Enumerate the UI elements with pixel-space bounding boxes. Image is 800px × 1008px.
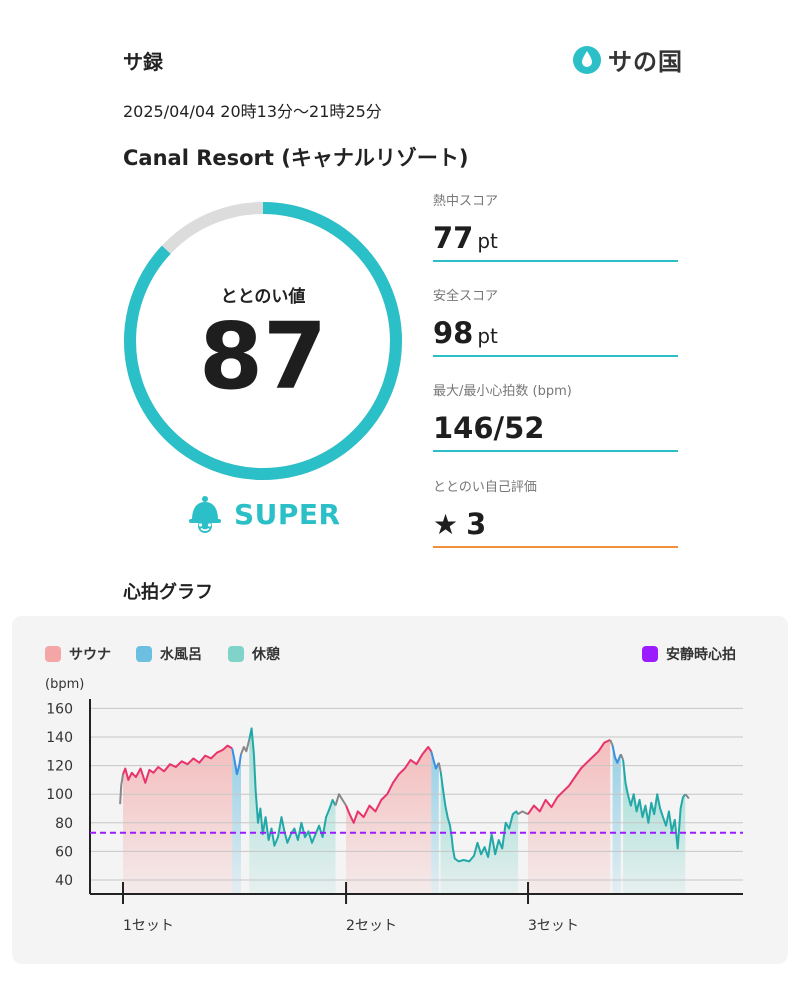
divider bbox=[433, 355, 678, 357]
hr-line-transition bbox=[619, 753, 625, 761]
hr-line-transition bbox=[437, 762, 442, 772]
phase-band-rest bbox=[249, 728, 336, 894]
hr-line-water bbox=[611, 745, 622, 764]
graph-title: 心拍グラフ bbox=[123, 582, 213, 603]
y-tick-label: 160 bbox=[46, 701, 73, 717]
water-drop-icon bbox=[573, 45, 601, 74]
rank-label: SUPER bbox=[234, 497, 341, 531]
heart-rate-chart: 40 60 80 100 120 140 160 (bpm) 1セット 2セット 3セット bbox=[45, 677, 743, 934]
hr-line-rest bbox=[622, 759, 687, 850]
y-tick-label: 120 bbox=[46, 759, 73, 775]
y-axis-label: (bpm) bbox=[45, 677, 84, 692]
brand-logo: サの国 bbox=[572, 42, 683, 77]
stat-value: ★ 3 bbox=[433, 507, 487, 541]
star-icon: ★ bbox=[433, 508, 459, 541]
legend-rest: 休憩 bbox=[228, 644, 280, 664]
stat-value: 98 pt bbox=[433, 316, 498, 350]
score-ring-progress bbox=[124, 202, 402, 480]
hr-line-transition bbox=[684, 793, 690, 800]
divider bbox=[433, 450, 678, 452]
hr-line-water bbox=[430, 751, 440, 770]
phase-band-water bbox=[612, 745, 621, 894]
x-tick-label: 2セット bbox=[346, 918, 397, 934]
score-value: 87 bbox=[198, 303, 328, 410]
hr-line-water bbox=[231, 748, 242, 776]
y-tick-label: 60 bbox=[55, 844, 73, 860]
hr-line-rest bbox=[439, 771, 519, 863]
hr-line-sauna bbox=[122, 744, 233, 784]
phase-band-rest bbox=[440, 771, 519, 894]
legend-water: 水風呂 bbox=[136, 644, 202, 664]
hr-line-transition bbox=[119, 774, 124, 805]
stat-heat-score: 熱中スコア 77 pt bbox=[433, 192, 678, 262]
y-tick-label: 140 bbox=[46, 730, 73, 746]
legend-swatch bbox=[228, 646, 244, 662]
stat-heart-rate: 最大/最小心拍数 (bpm) 146/52 bbox=[433, 382, 678, 452]
legend-swatch bbox=[136, 646, 152, 662]
hr-line-transition bbox=[609, 739, 614, 746]
rank-badge: SUPER bbox=[186, 494, 341, 534]
phase-band-water bbox=[232, 748, 241, 894]
phase-band-sauna bbox=[346, 747, 432, 894]
stat-label: 熱中スコア bbox=[433, 194, 499, 209]
y-tick-label: 40 bbox=[55, 873, 73, 889]
bell-character-icon bbox=[189, 496, 221, 533]
stat-self-rating: ととのい自己評価 ★ 3 bbox=[433, 478, 678, 548]
x-tick-label: 1セット bbox=[123, 918, 174, 934]
y-tick-label: 80 bbox=[55, 816, 73, 832]
hr-line-transition bbox=[240, 739, 251, 755]
hr-line-transition bbox=[334, 793, 347, 807]
session-datetime: 2025/04/04 20時13分〜21時25分 bbox=[123, 102, 382, 121]
divider bbox=[433, 546, 678, 548]
hr-line-transition bbox=[517, 810, 529, 816]
page-title: サ録 bbox=[123, 50, 163, 74]
legend-resting-hr: 安静時心拍 bbox=[642, 644, 736, 664]
score-label: ととのい値 bbox=[220, 287, 306, 307]
phase-band-sauna bbox=[123, 745, 233, 894]
stat-label: 最大/最小心拍数 (bpm) bbox=[433, 384, 572, 399]
legend-swatch bbox=[642, 646, 658, 662]
hr-line-sauna bbox=[345, 746, 433, 824]
phase-band-rest bbox=[623, 759, 686, 894]
legend-swatch bbox=[45, 646, 61, 662]
hr-line-sauna bbox=[527, 738, 611, 815]
score-ring bbox=[118, 196, 408, 486]
y-tick-label: 100 bbox=[46, 787, 73, 803]
x-tick-label: 3セット bbox=[528, 918, 579, 934]
brand-name: サの国 bbox=[608, 48, 683, 76]
facility-name: Canal Resort (キャナルリゾート) bbox=[123, 146, 469, 170]
phase-band-sauna bbox=[528, 739, 611, 894]
stat-label: ととのい自己評価 bbox=[433, 480, 537, 495]
stat-value: 146/52 bbox=[433, 411, 545, 445]
stat-label: 安全スコア bbox=[433, 289, 499, 304]
stat-value: 77 pt bbox=[433, 221, 498, 255]
divider bbox=[433, 260, 678, 262]
hr-line-rest bbox=[248, 727, 337, 847]
stat-safety-score: 安全スコア 98 pt bbox=[433, 287, 678, 357]
legend-sauna: サウナ bbox=[45, 644, 111, 664]
